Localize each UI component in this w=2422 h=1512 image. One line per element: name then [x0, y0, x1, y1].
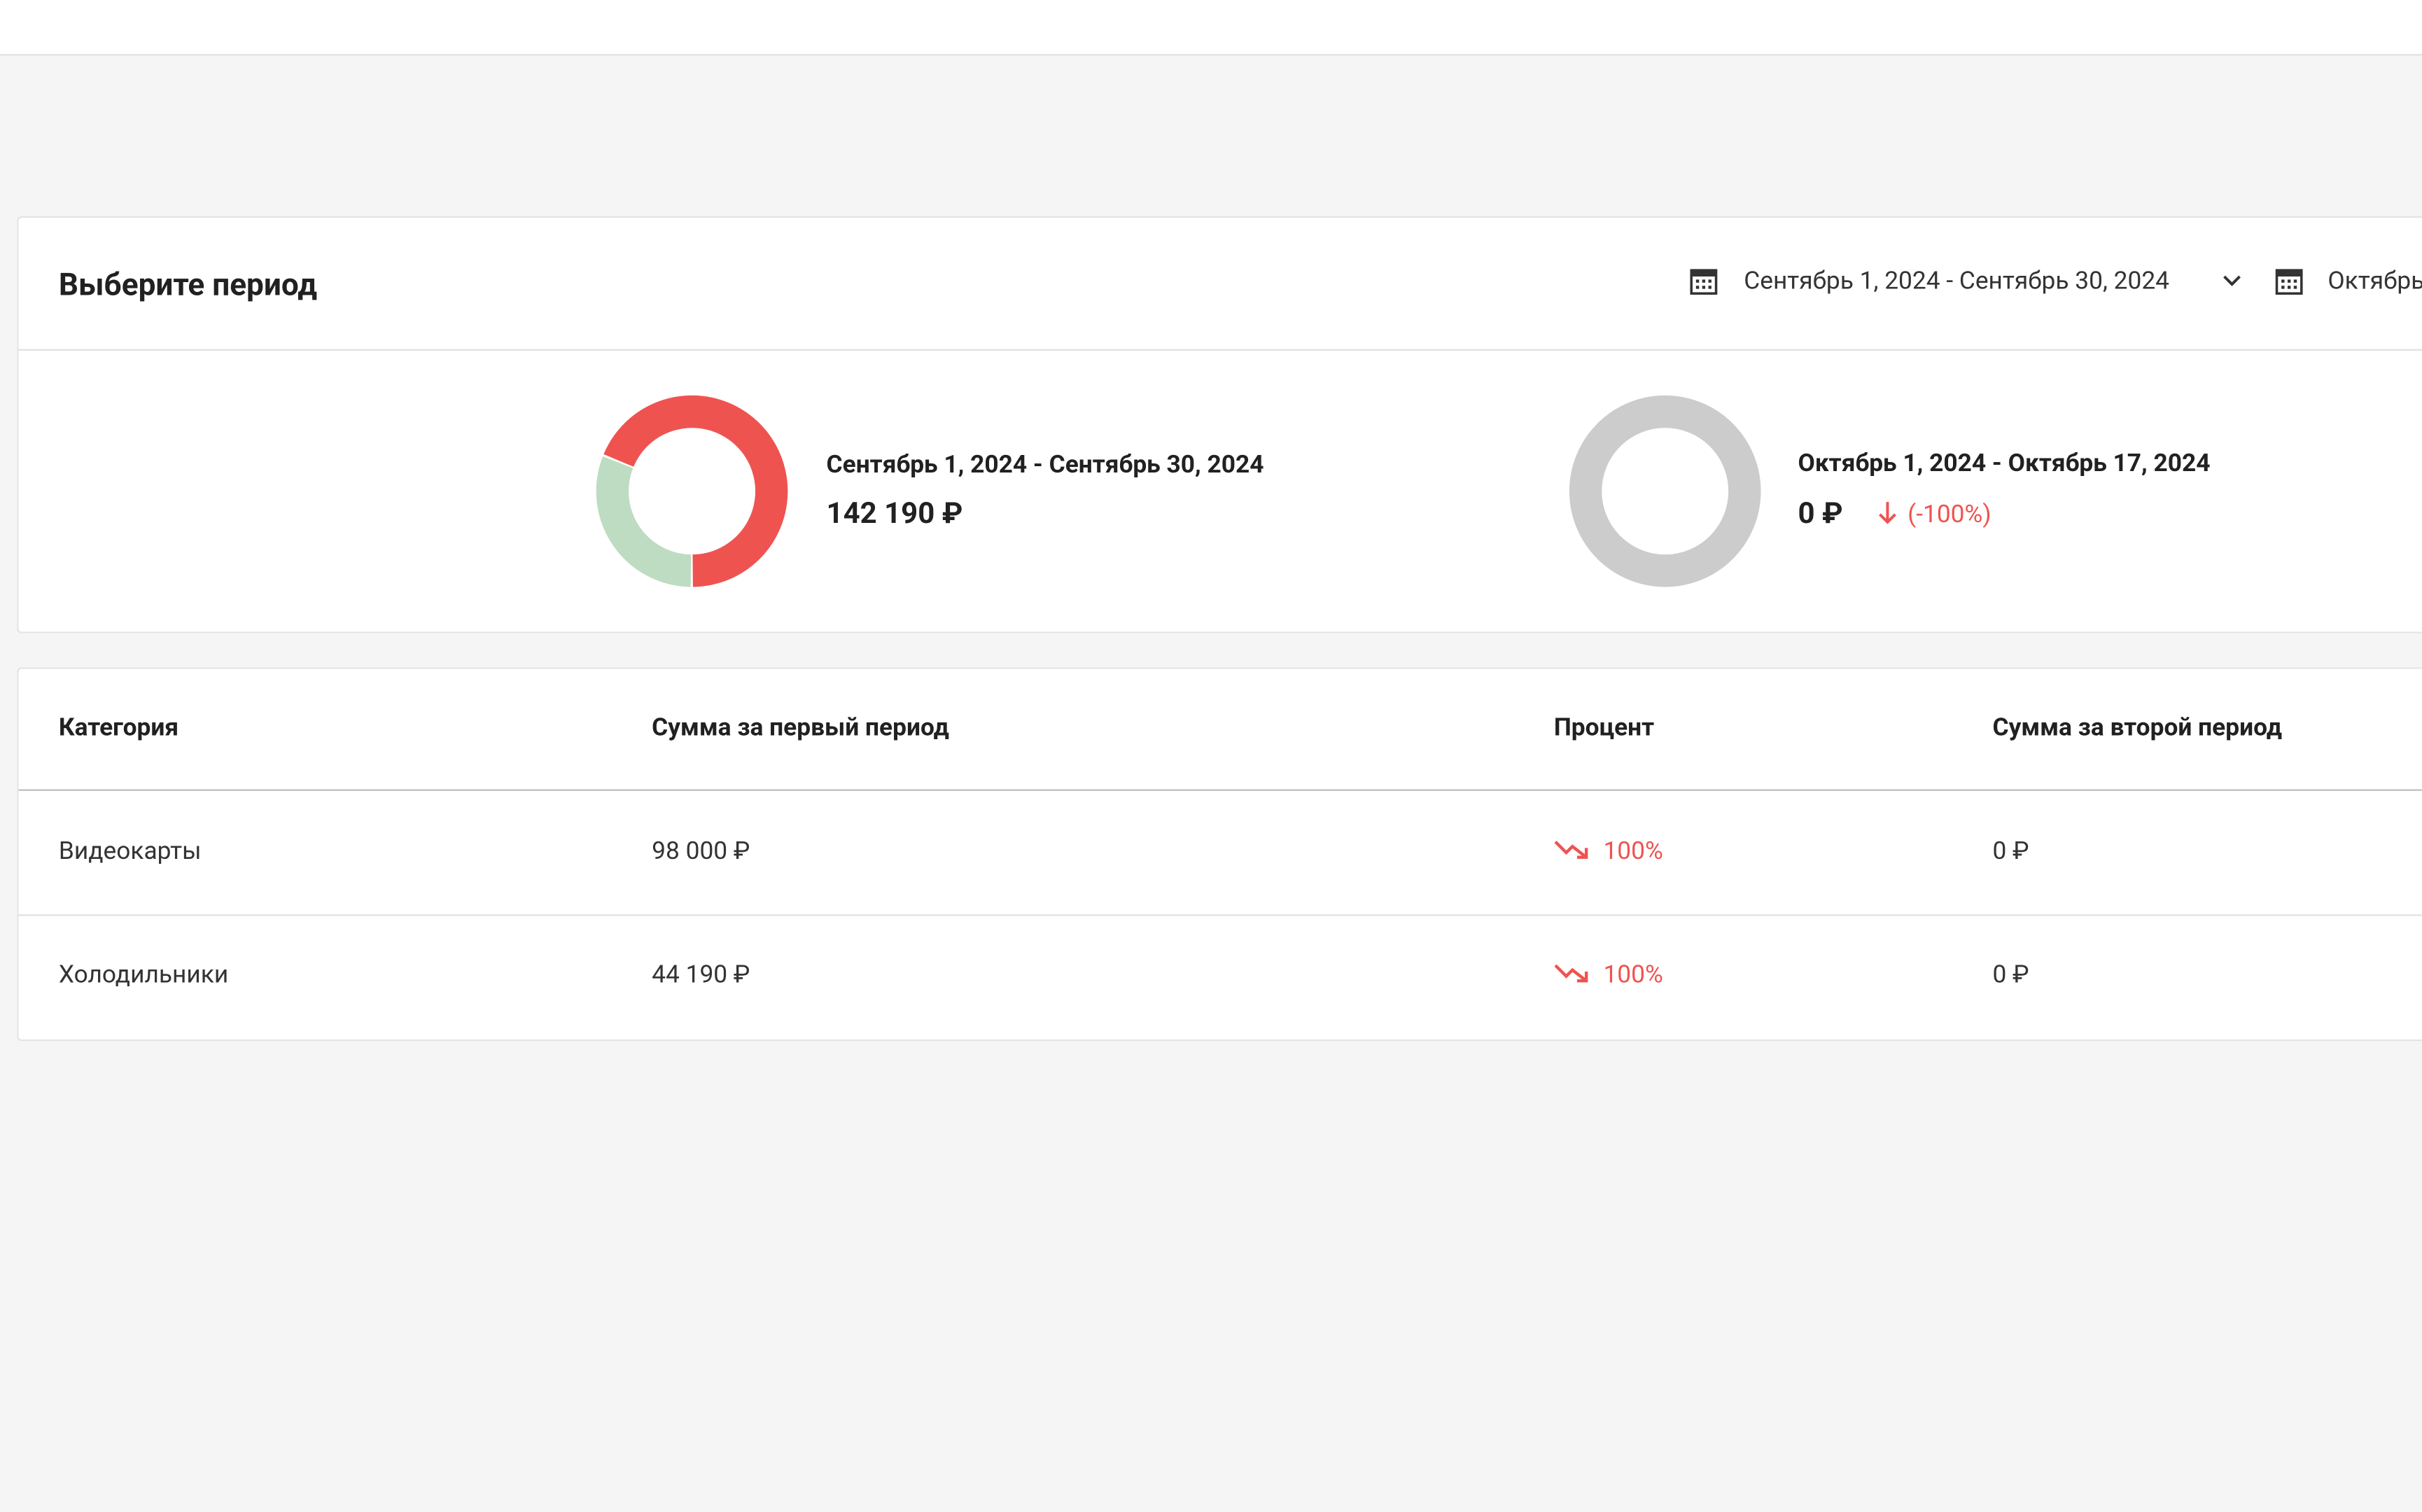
table-cell: 44 190 ₽ [652, 959, 750, 989]
chevron [2223, 275, 2241, 286]
period-total: 0 ₽ [1798, 495, 1843, 531]
table-cell: 98 000 ₽ [652, 835, 750, 865]
column-header: Категория [58, 712, 179, 742]
date-picker[interactable]: Сентябрь 1, 2024 - Сентябрь 30, 2024 [1690, 266, 2416, 297]
calendar-icon [2275, 269, 2303, 295]
date-range: Сентябрь 1, 2024 - Сентябрь 30, 2024 [1744, 265, 2170, 295]
period-card [17, 216, 2422, 634]
period-label: Сентябрь 1, 2024 - Сентябрь 30, 2024 [826, 449, 1264, 479]
table-cell: 0 ₽ [1992, 835, 2029, 865]
percent-cell: 100% [1603, 835, 1663, 865]
top-bar [0, 0, 2422, 56]
column-header: Сумма за первый период [652, 712, 949, 742]
row-divider [18, 914, 2422, 916]
header-divider [18, 789, 2422, 791]
donut-chart-empty [1569, 395, 1761, 587]
table-cell: 0 ₽ [1992, 959, 2029, 989]
date-range: Октябрь 1, 2024 - Октябрь 17, 2024 [2328, 265, 2422, 295]
trend-down-icon [1554, 964, 1588, 983]
card-title: Выберите период [58, 265, 318, 303]
donut-segment [603, 395, 788, 587]
date-picker[interactable]: Октябрь 1, 2024 - Октябрь 17, 2024 [2275, 266, 2422, 297]
table-cell: Холодильники [58, 959, 229, 989]
period-change: (-100%) [1907, 498, 1991, 528]
percent-cell: 100% [1603, 959, 1663, 989]
divider [18, 349, 2422, 351]
donut-chart [596, 395, 788, 587]
table-card [17, 667, 2422, 1042]
table-cell: Видеокарты [58, 835, 202, 865]
calendar-icon [1690, 269, 1718, 295]
column-header: Процент [1553, 712, 1655, 742]
period-total: 142 190 ₽ [826, 495, 963, 531]
donut-segment [596, 456, 692, 587]
column-header: Сумма за второй период [1992, 712, 2283, 742]
down-arrow [1879, 502, 1896, 524]
period-label: Октябрь 1, 2024 - Октябрь 17, 2024 [1798, 447, 2211, 477]
trend-down-icon [1554, 841, 1588, 859]
